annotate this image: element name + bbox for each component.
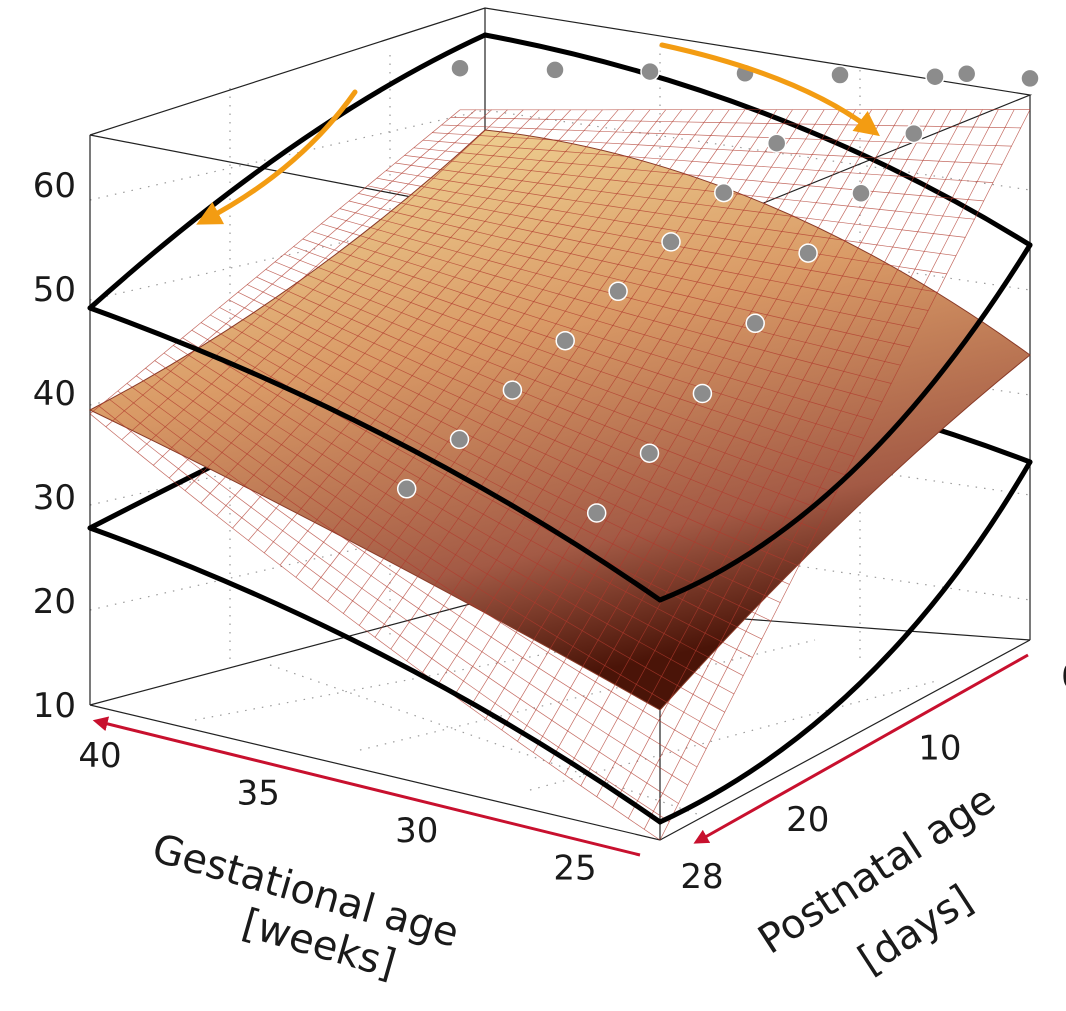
data-point bbox=[956, 64, 977, 84]
mesh-line-pna bbox=[98, 405, 670, 822]
data-point bbox=[396, 479, 417, 499]
mesh-line-pna bbox=[145, 367, 716, 731]
z-axis-ticks: 10 20 30 40 50 60 bbox=[33, 166, 76, 726]
data-point bbox=[925, 66, 945, 87]
data-point bbox=[502, 380, 523, 400]
data-point bbox=[450, 58, 470, 78]
data-point bbox=[586, 503, 607, 523]
z-tick-label: 20 bbox=[33, 582, 76, 622]
mesh-line-pna bbox=[265, 269, 836, 494]
z-tick-label: 50 bbox=[33, 270, 76, 310]
mesh-line-pna bbox=[228, 299, 799, 567]
mesh-line-pna bbox=[321, 223, 892, 384]
fitted-surface bbox=[88, 109, 1031, 841]
z-tick-label: 30 bbox=[33, 478, 76, 518]
mesh-line-pna bbox=[274, 261, 846, 476]
mesh-line-pna bbox=[450, 117, 1021, 129]
mesh-line-pna bbox=[395, 162, 966, 238]
mesh-line-pna bbox=[117, 390, 688, 786]
data-point bbox=[639, 443, 660, 463]
mesh-line-pna bbox=[182, 337, 753, 658]
z-tick-label: 40 bbox=[33, 374, 76, 414]
data-point bbox=[745, 313, 765, 334]
mesh-line-pna bbox=[136, 375, 707, 750]
y-tick-label: 28 bbox=[680, 857, 723, 897]
mesh-line-pna bbox=[385, 170, 957, 257]
surface-mesh bbox=[89, 109, 1031, 841]
mesh-line-pna bbox=[284, 253, 855, 457]
data-point bbox=[608, 281, 628, 302]
mesh-line-pna bbox=[247, 284, 818, 530]
x-tick-label: 30 bbox=[395, 811, 438, 851]
x-tick-label: 25 bbox=[553, 849, 596, 889]
y-axis-ticks: 0 10 20 28 bbox=[680, 657, 1066, 897]
mesh-line-pna bbox=[126, 383, 698, 768]
mesh-line-pna bbox=[173, 345, 744, 677]
direction-arrows bbox=[196, 42, 880, 225]
data-point bbox=[692, 383, 713, 404]
mesh-line-pna bbox=[367, 185, 938, 293]
data-point bbox=[545, 60, 565, 80]
x-tick-label: 40 bbox=[78, 736, 121, 776]
data-point bbox=[661, 232, 681, 252]
mesh-line-pna bbox=[413, 147, 984, 202]
mesh-line-pna bbox=[210, 314, 781, 603]
mesh-line-pna bbox=[89, 413, 661, 841]
data-point bbox=[851, 183, 871, 204]
mesh-line-pna bbox=[376, 177, 947, 275]
bound-curves-front bbox=[87, 242, 1033, 825]
mesh-line-pna bbox=[432, 132, 1003, 165]
mesh-line-pna bbox=[200, 322, 772, 622]
z-tick-label: 10 bbox=[33, 686, 76, 726]
data-point bbox=[1020, 68, 1040, 89]
mesh-line-pna bbox=[358, 193, 929, 311]
mesh-line-pna bbox=[163, 352, 735, 695]
data-point bbox=[449, 429, 470, 450]
mesh-line-pna bbox=[339, 208, 910, 348]
data-point bbox=[640, 61, 660, 82]
x-tick-label: 35 bbox=[237, 774, 280, 814]
mesh-line-pna bbox=[422, 139, 994, 183]
mesh-line-pna bbox=[348, 200, 920, 330]
mesh-line-pna bbox=[302, 238, 873, 421]
y-tick-label: 20 bbox=[786, 800, 829, 840]
mesh-line-pna bbox=[108, 398, 679, 804]
data-point bbox=[766, 133, 787, 153]
mesh-line-pna bbox=[237, 291, 809, 549]
data-point bbox=[555, 330, 575, 351]
y-tick-label: 0 bbox=[1061, 657, 1066, 697]
mesh-line-pna bbox=[404, 155, 975, 220]
mesh-line-pna bbox=[219, 307, 790, 585]
data-point bbox=[714, 182, 734, 203]
z-tick-label: 60 bbox=[33, 166, 76, 206]
mesh-line-pna bbox=[256, 276, 827, 512]
data-points bbox=[396, 58, 1040, 523]
red-axis-arrows bbox=[92, 653, 1029, 857]
data-point bbox=[798, 243, 818, 263]
mesh-line-pna bbox=[311, 231, 883, 403]
data-point bbox=[904, 123, 924, 144]
mesh-line-pna bbox=[293, 246, 864, 439]
x-axis-ticks: 40 35 30 25 bbox=[78, 736, 596, 889]
data-point bbox=[830, 65, 850, 85]
mesh-line-pna bbox=[154, 360, 725, 713]
y-tick-label: 10 bbox=[918, 728, 961, 768]
